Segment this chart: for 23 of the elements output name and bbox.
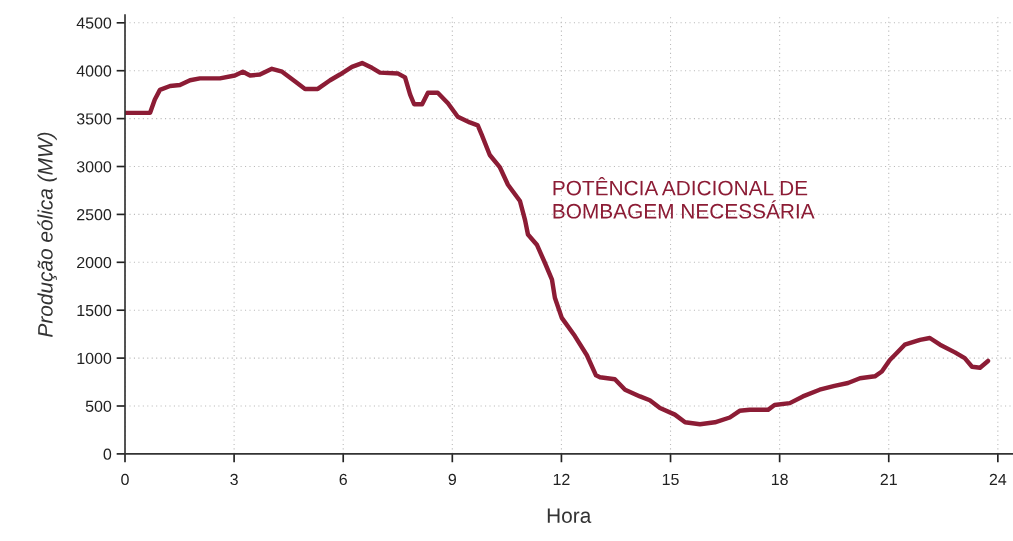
y-tick-label: 2000 (77, 256, 112, 269)
line-series (125, 60, 991, 427)
x-tick-label: 24 (989, 473, 1007, 485)
x-tick-label: 9 (448, 473, 456, 486)
y-tick-label: 1500 (77, 304, 112, 317)
x-tick-label: 15 (662, 473, 679, 486)
annotation: POTÊNCIA ADICIONAL DE BOMBAGEM NECESSÁRIA (553, 177, 815, 219)
x-tick-label: 18 (771, 473, 788, 486)
y-tick-label: 1000 (77, 352, 112, 365)
x-tick-label: 21 (880, 473, 897, 485)
x-tick-label: 6 (339, 473, 347, 486)
y-tick-label: 3000 (76, 161, 112, 173)
x-tick-label: 3 (230, 473, 238, 486)
y-tick-label: 4000 (76, 65, 112, 77)
x-axis-title: Hora (547, 508, 592, 523)
y-axis-title: Produção eólica (MW) (37, 132, 57, 337)
y-tick-label: 4500 (76, 17, 112, 29)
y-tick-label: 2500 (77, 209, 112, 221)
x-tick-label: 12 (553, 473, 570, 485)
x-tick-label: 0 (121, 473, 129, 486)
y-tick-label: 3500 (76, 113, 112, 125)
y-tick-label: 500 (85, 400, 112, 412)
y-tick-label: 0 (103, 448, 112, 460)
